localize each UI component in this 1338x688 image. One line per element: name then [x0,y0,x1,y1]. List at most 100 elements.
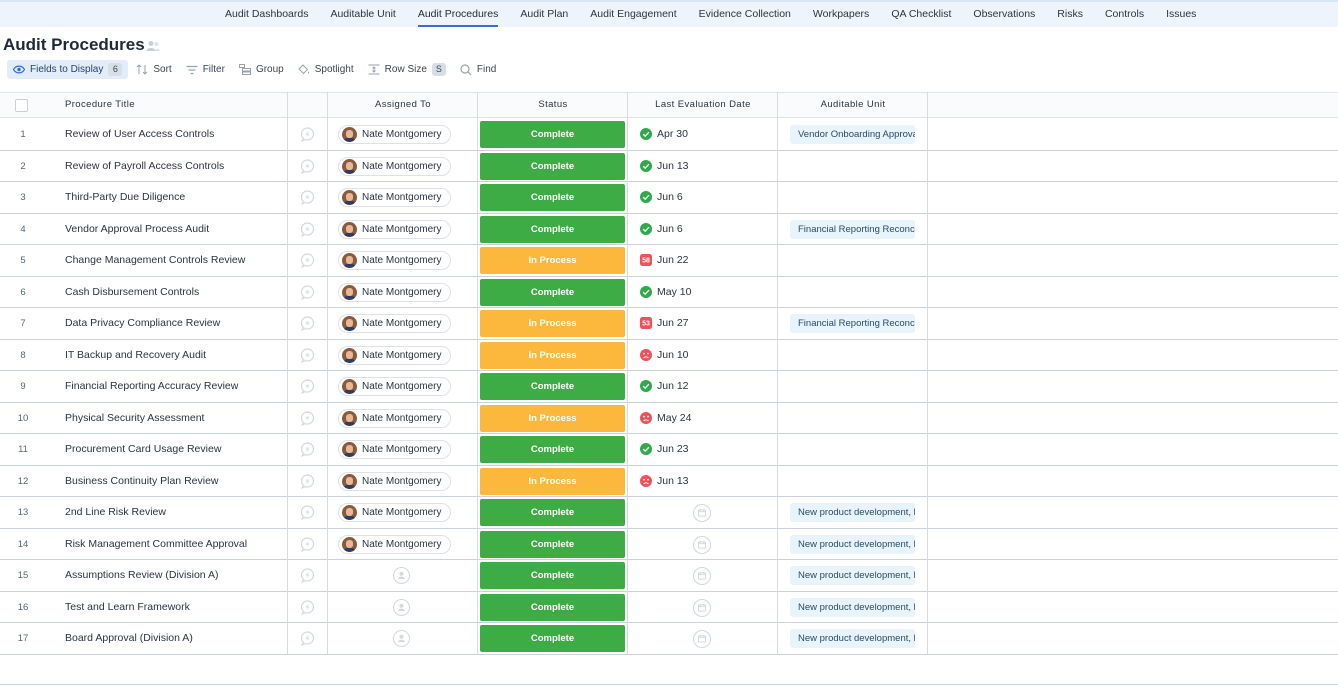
comment-icon[interactable] [300,536,315,552]
table-row[interactable]: 3 Third-Party Due Diligence Nate Montgomer… [0,182,1338,214]
calendar-icon[interactable] [693,630,711,648]
last-evaluation-date[interactable]: Jun 6 [657,191,683,203]
table-row[interactable]: 8 IT Backup and Recovery Audit Nate Montgo… [0,340,1338,371]
table-row[interactable]: 12 Business Continuity Plan Review Nate Mo… [0,466,1338,497]
assignee-chip[interactable]: Nate Montgomery [338,282,452,302]
nav-tab-audit-dashboards[interactable]: Audit Dashboards [225,8,309,20]
group-button[interactable]: Group [238,60,284,79]
last-evaluation-date[interactable]: Jun 10 [657,348,689,361]
procedure-title[interactable]: Data Privacy Compliance Review [65,317,221,329]
procedure-title[interactable]: Physical Security Assessment [65,411,205,424]
comment-icon[interactable] [300,473,315,489]
status-badge[interactable]: In Process [480,247,625,274]
table-row[interactable]: 17 Board Approval (Division A) Complete New… [0,623,1338,655]
col-assigned-to[interactable]: Assigned To [375,99,431,110]
nav-tab-observations[interactable]: Observations [973,8,1036,20]
find-button[interactable]: Find [460,60,496,79]
nav-tab-evidence-collection[interactable]: Evidence Collection [698,8,791,20]
nav-tab-qa-checklist[interactable]: QA Checklist [891,8,952,20]
last-evaluation-date[interactable]: Jun 13 [657,474,689,487]
nav-tab-issues[interactable]: Issues [1166,8,1197,20]
assignee-chip[interactable]: Nate Montgomery [338,534,452,554]
assignee-chip[interactable]: Nate Montgomery [338,377,452,396]
procedure-title[interactable]: Third-Party Due Diligence [65,191,186,203]
last-evaluation-date[interactable]: Jun 13 [657,159,689,172]
row-size-button[interactable]: Row Size S [368,60,446,79]
assignee-chip[interactable]: Nate Montgomery [338,251,452,270]
comment-icon[interactable] [300,599,315,615]
comment-icon[interactable] [300,284,315,300]
table-row[interactable]: 11 Procurement Card Usage Review Nate Mont… [0,434,1338,466]
table-row[interactable]: 2 Review of Payroll Access Controls Nate M… [0,151,1338,182]
status-badge[interactable]: Complete [480,152,625,180]
procedure-title[interactable]: Change Management Controls Review [65,254,246,266]
calendar-icon[interactable] [693,504,711,522]
assignee-chip[interactable]: Nate Montgomery [338,408,452,428]
procedure-title[interactable]: Risk Management Committee Approval [65,537,248,550]
comment-icon[interactable] [300,127,315,142]
comment-icon[interactable] [300,379,315,394]
status-badge[interactable]: Complete [480,121,625,148]
auditable-unit-tag[interactable]: New product development, launch [790,629,915,648]
status-badge[interactable]: Complete [480,593,625,621]
procedure-title[interactable]: Assumptions Review (Division A) [65,569,219,581]
add-assignee-icon[interactable] [393,567,410,584]
comment-icon[interactable] [300,505,315,520]
status-badge[interactable]: Complete [480,562,625,589]
add-assignee-icon[interactable] [393,630,410,647]
assignee-chip[interactable]: Nate Montgomery [338,314,452,333]
assignee-chip[interactable]: Nate Montgomery [338,471,452,491]
col-last-evaluation-date[interactable]: Last Evaluation Date [655,99,751,110]
status-badge[interactable]: Complete [480,278,625,306]
auditable-unit-tag[interactable]: New product development, launch [790,534,915,554]
table-row[interactable]: 4 Vendor Approval Process Audit Nate Montg… [0,214,1338,245]
comment-icon[interactable] [300,158,315,174]
assignee-chip[interactable]: Nate Montgomery [338,503,452,522]
status-badge[interactable]: Complete [480,215,625,243]
table-row[interactable]: 16 Test and Learn Framework Complete New pr… [0,592,1338,623]
last-evaluation-date[interactable]: Jun 6 [657,222,683,235]
calendar-icon[interactable] [693,535,711,554]
procedure-title[interactable]: Test and Learn Framework [65,600,190,613]
comment-icon[interactable] [300,410,315,426]
procedure-title[interactable]: IT Backup and Recovery Audit [65,348,207,361]
procedure-title[interactable]: Vendor Approval Process Audit [65,222,210,235]
assignee-chip[interactable]: Nate Montgomery [338,345,452,365]
table-row[interactable]: 14 Risk Management Committee Approval Nate… [0,529,1338,560]
nav-tab-controls[interactable]: Controls [1104,8,1145,20]
fields-to-display-button[interactable]: Fields to Display 6 [7,60,129,79]
status-badge[interactable]: Complete [480,436,625,463]
procedure-title[interactable]: Cash Disbursement Controls [65,285,200,298]
auditable-unit-tag[interactable]: New product development, launch [790,503,915,522]
filter-button[interactable]: Filter [186,60,225,79]
procedure-title[interactable]: 2nd Line Risk Review [65,506,166,518]
status-badge[interactable]: Complete [480,499,625,526]
status-badge[interactable]: In Process [480,310,625,337]
auditable-unit-tag[interactable]: New product development, launch [790,566,915,585]
last-evaluation-date[interactable]: May 24 [657,411,692,424]
procedure-title[interactable]: Procurement Card Usage Review [65,443,222,455]
select-all-checkbox[interactable] [15,99,28,112]
last-evaluation-date[interactable]: Jun 12 [657,380,689,392]
nav-tab-audit-plan[interactable]: Audit Plan [520,8,569,20]
table-row[interactable]: 10 Physical Security Assessment Nate Montg… [0,403,1338,434]
calendar-icon[interactable] [693,567,711,585]
table-row[interactable]: 15 Assumptions Review (Division A) Complet… [0,560,1338,592]
status-badge[interactable]: Complete [480,625,625,652]
procedure-title[interactable]: Board Approval (Division A) [65,632,193,644]
table-row[interactable]: 9 Financial Reporting Accuracy Review Nate… [0,371,1338,403]
procedure-title[interactable]: Financial Reporting Accuracy Review [65,380,239,392]
add-assignee-icon[interactable] [393,598,410,616]
status-badge[interactable]: In Process [480,467,625,495]
spotlight-button[interactable]: Spotlight [298,60,354,79]
last-evaluation-date[interactable]: Jun 22 [657,254,689,266]
comment-icon[interactable] [300,316,315,331]
col-procedure-title[interactable]: Procedure Title [65,99,135,110]
share-users-icon[interactable] [146,40,160,52]
assignee-chip[interactable]: Nate Montgomery [338,125,452,144]
table-row[interactable]: 6 Cash Disbursement Controls Nate Montgome… [0,277,1338,308]
comment-icon[interactable] [300,190,315,205]
auditable-unit-tag[interactable]: Financial Reporting Reconciliation [790,219,915,239]
status-badge[interactable]: Complete [480,373,625,400]
nav-tab-audit-engagement[interactable]: Audit Engagement [590,8,677,20]
